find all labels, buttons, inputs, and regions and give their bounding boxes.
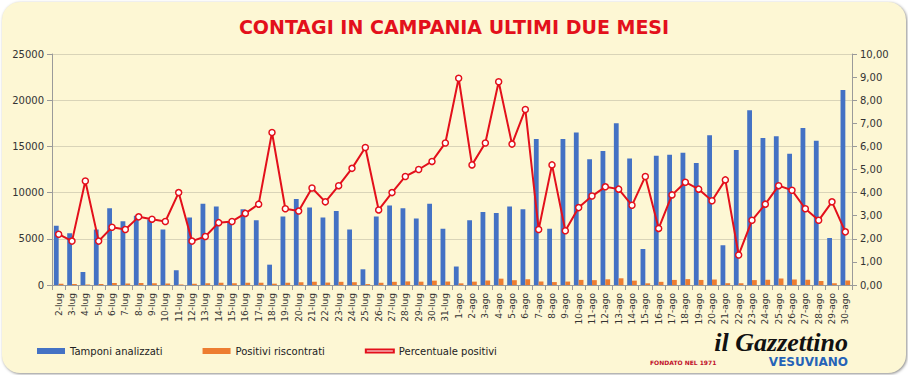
- svg-text:24-ago: 24-ago: [760, 293, 770, 325]
- svg-text:27-lug: 27-lug: [387, 293, 397, 322]
- svg-text:18-ago: 18-ago: [680, 293, 690, 325]
- svg-text:6,00: 6,00: [860, 141, 882, 152]
- svg-text:21-lug: 21-lug: [307, 293, 317, 322]
- svg-text:27-ago: 27-ago: [800, 293, 810, 325]
- svg-text:13-ago: 13-ago: [614, 293, 624, 325]
- svg-text:1-ago: 1-ago: [454, 293, 464, 319]
- svg-text:21-ago: 21-ago: [720, 293, 730, 325]
- svg-text:4,00: 4,00: [860, 187, 882, 198]
- svg-text:11-lug: 11-lug: [174, 293, 184, 322]
- svg-text:20000: 20000: [12, 95, 44, 106]
- svg-text:29-lug: 29-lug: [414, 293, 424, 322]
- svg-text:5000: 5000: [19, 233, 44, 244]
- svg-text:16-lug: 16-lug: [240, 293, 250, 322]
- svg-text:20-ago: 20-ago: [707, 293, 717, 325]
- svg-text:0: 0: [38, 280, 44, 291]
- svg-text:28-ago: 28-ago: [814, 293, 824, 325]
- svg-text:VESUVIANO: VESUVIANO: [769, 355, 848, 369]
- svg-text:9,00: 9,00: [860, 72, 882, 83]
- svg-text:10-lug: 10-lug: [160, 293, 170, 322]
- svg-text:9-lug: 9-lug: [147, 293, 157, 316]
- svg-text:5-ago: 5-ago: [507, 293, 517, 319]
- svg-text:CONTAGI IN CAMPANIA ULTIMI DUE: CONTAGI IN CAMPANIA ULTIMI DUE MESI: [239, 16, 669, 38]
- svg-text:4-lug: 4-lug: [80, 293, 90, 316]
- svg-text:7-lug: 7-lug: [120, 293, 130, 316]
- svg-text:0,00: 0,00: [860, 280, 882, 291]
- svg-text:8-ago: 8-ago: [547, 293, 557, 319]
- svg-text:26-lug: 26-lug: [374, 293, 384, 322]
- svg-text:FONDATO NEL 1971: FONDATO NEL 1971: [650, 359, 716, 366]
- svg-text:13-lug: 13-lug: [200, 293, 210, 322]
- svg-text:19-ago: 19-ago: [694, 293, 704, 325]
- svg-text:2-ago: 2-ago: [467, 293, 477, 319]
- svg-text:14-ago: 14-ago: [627, 293, 637, 325]
- svg-text:il Gazzettino: il Gazzettino: [714, 328, 848, 357]
- svg-text:25-lug: 25-lug: [360, 293, 370, 322]
- svg-text:10-ago: 10-ago: [574, 293, 584, 325]
- svg-text:4-ago: 4-ago: [494, 293, 504, 319]
- svg-text:11-ago: 11-ago: [587, 293, 597, 325]
- svg-text:6-ago: 6-ago: [520, 293, 530, 319]
- svg-text:10,00: 10,00: [860, 49, 889, 60]
- svg-text:17-ago: 17-ago: [667, 293, 677, 325]
- svg-text:31-lug: 31-lug: [440, 293, 450, 322]
- svg-text:30-lug: 30-lug: [427, 293, 437, 322]
- svg-text:14-lug: 14-lug: [214, 293, 224, 322]
- svg-text:10000: 10000: [12, 187, 44, 198]
- svg-text:29-ago: 29-ago: [827, 293, 837, 325]
- svg-text:Percentuale positivi: Percentuale positivi: [399, 346, 497, 357]
- svg-text:8-lug: 8-lug: [134, 293, 144, 316]
- svg-text:3,00: 3,00: [860, 210, 882, 221]
- svg-text:2-lug: 2-lug: [54, 293, 64, 316]
- svg-text:3-lug: 3-lug: [67, 293, 77, 316]
- svg-text:7-ago: 7-ago: [534, 293, 544, 319]
- svg-text:9-ago: 9-ago: [560, 293, 570, 319]
- svg-text:28-lug: 28-lug: [400, 293, 410, 322]
- svg-text:2,00: 2,00: [860, 233, 882, 244]
- svg-text:20-lug: 20-lug: [294, 293, 304, 322]
- svg-text:5,00: 5,00: [860, 164, 882, 175]
- svg-text:25-ago: 25-ago: [774, 293, 784, 325]
- svg-text:1,00: 1,00: [860, 256, 882, 267]
- svg-text:22-ago: 22-ago: [734, 293, 744, 325]
- svg-text:24-lug: 24-lug: [347, 293, 357, 322]
- svg-text:18-lug: 18-lug: [267, 293, 277, 322]
- svg-text:17-lug: 17-lug: [254, 293, 264, 322]
- svg-text:3-ago: 3-ago: [480, 293, 490, 319]
- svg-text:12-lug: 12-lug: [187, 293, 197, 322]
- svg-text:22-lug: 22-lug: [320, 293, 330, 322]
- svg-text:16-ago: 16-ago: [654, 293, 664, 325]
- svg-text:23-ago: 23-ago: [747, 293, 757, 325]
- svg-text:15000: 15000: [12, 141, 44, 152]
- svg-text:5-lug: 5-lug: [94, 293, 104, 316]
- svg-text:12-ago: 12-ago: [600, 293, 610, 325]
- svg-text:Positivi riscontrati: Positivi riscontrati: [236, 346, 325, 357]
- svg-text:26-ago: 26-ago: [787, 293, 797, 325]
- svg-text:6-lug: 6-lug: [107, 293, 117, 316]
- svg-text:19-lug: 19-lug: [280, 293, 290, 322]
- svg-text:7,00: 7,00: [860, 118, 882, 129]
- svg-text:30-ago: 30-ago: [840, 293, 850, 325]
- svg-text:25000: 25000: [12, 49, 44, 60]
- svg-text:15-lug: 15-lug: [227, 293, 237, 322]
- svg-text:23-lug: 23-lug: [334, 293, 344, 322]
- svg-text:Tamponi analizzati: Tamponi analizzati: [69, 346, 163, 357]
- svg-text:8,00: 8,00: [860, 95, 882, 106]
- svg-text:15-ago: 15-ago: [640, 293, 650, 325]
